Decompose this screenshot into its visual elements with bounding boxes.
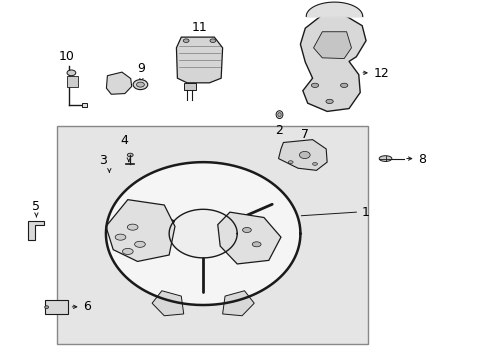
Ellipse shape (133, 80, 147, 90)
Polygon shape (217, 212, 281, 264)
Ellipse shape (209, 39, 215, 42)
Text: 8: 8 (418, 153, 426, 166)
Polygon shape (176, 37, 222, 83)
Ellipse shape (277, 113, 281, 117)
Ellipse shape (242, 228, 251, 233)
Text: 11: 11 (191, 21, 207, 33)
Text: 6: 6 (83, 300, 91, 313)
Text: 5: 5 (32, 200, 41, 213)
Ellipse shape (276, 111, 283, 118)
Text: 4: 4 (120, 134, 127, 147)
Polygon shape (183, 83, 196, 90)
Ellipse shape (136, 82, 144, 87)
Polygon shape (152, 291, 183, 316)
Text: 12: 12 (372, 67, 388, 80)
Ellipse shape (67, 70, 76, 76)
Ellipse shape (252, 242, 261, 247)
Ellipse shape (325, 99, 332, 104)
Ellipse shape (134, 241, 145, 247)
Polygon shape (313, 32, 351, 59)
Ellipse shape (127, 153, 133, 157)
Ellipse shape (287, 161, 292, 163)
Ellipse shape (44, 306, 48, 309)
FancyBboxPatch shape (45, 300, 67, 314)
Polygon shape (28, 221, 44, 240)
Text: 3: 3 (99, 154, 106, 167)
Ellipse shape (299, 152, 309, 158)
Polygon shape (278, 140, 326, 170)
Ellipse shape (378, 156, 391, 161)
FancyBboxPatch shape (57, 126, 368, 344)
Text: 7: 7 (300, 128, 308, 141)
Ellipse shape (122, 248, 133, 255)
Ellipse shape (340, 83, 347, 87)
Text: 2: 2 (275, 124, 283, 137)
Polygon shape (106, 200, 175, 261)
Ellipse shape (115, 234, 125, 240)
Ellipse shape (127, 224, 138, 230)
Bar (67, 76, 78, 87)
Polygon shape (169, 209, 237, 258)
Bar (81, 103, 87, 108)
Ellipse shape (312, 162, 317, 165)
Polygon shape (106, 162, 300, 305)
Text: 1: 1 (362, 206, 369, 219)
Polygon shape (222, 291, 254, 316)
Text: 9: 9 (137, 62, 145, 75)
Text: 10: 10 (59, 50, 75, 63)
Polygon shape (300, 16, 366, 111)
Ellipse shape (183, 39, 189, 42)
Ellipse shape (311, 83, 318, 87)
Polygon shape (106, 72, 131, 94)
